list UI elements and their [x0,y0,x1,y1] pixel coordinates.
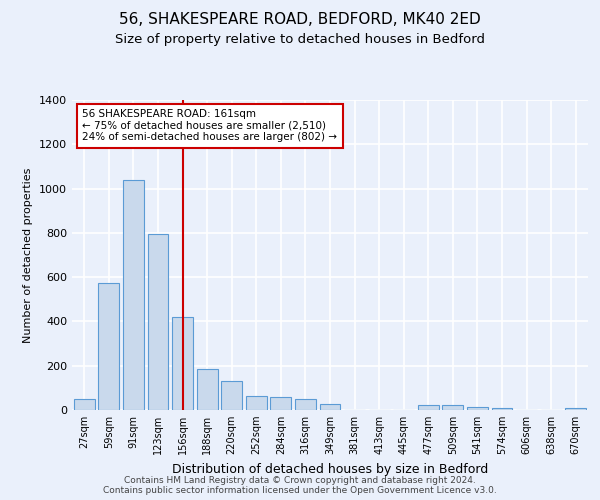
Bar [442,405,463,410]
Bar [197,369,218,410]
Bar [98,282,119,410]
Text: 56 SHAKESPEARE ROAD: 161sqm
← 75% of detached houses are smaller (2,510)
24% of : 56 SHAKESPEARE ROAD: 161sqm ← 75% of det… [82,110,337,142]
Bar [320,404,340,410]
Text: 56, SHAKESPEARE ROAD, BEDFORD, MK40 2ED: 56, SHAKESPEARE ROAD, BEDFORD, MK40 2ED [119,12,481,28]
Text: Contains HM Land Registry data © Crown copyright and database right 2024.
Contai: Contains HM Land Registry data © Crown c… [103,476,497,495]
X-axis label: Distribution of detached houses by size in Bedford: Distribution of detached houses by size … [172,462,488,475]
Bar [418,405,439,410]
Bar [221,381,242,410]
Bar [246,396,267,410]
Bar [148,234,169,410]
Bar [74,399,95,410]
Bar [467,406,488,410]
Y-axis label: Number of detached properties: Number of detached properties [23,168,34,342]
Bar [271,396,292,410]
Bar [491,408,512,410]
Bar [172,317,193,410]
Bar [565,408,586,410]
Text: Size of property relative to detached houses in Bedford: Size of property relative to detached ho… [115,32,485,46]
Bar [295,399,316,410]
Bar [123,180,144,410]
